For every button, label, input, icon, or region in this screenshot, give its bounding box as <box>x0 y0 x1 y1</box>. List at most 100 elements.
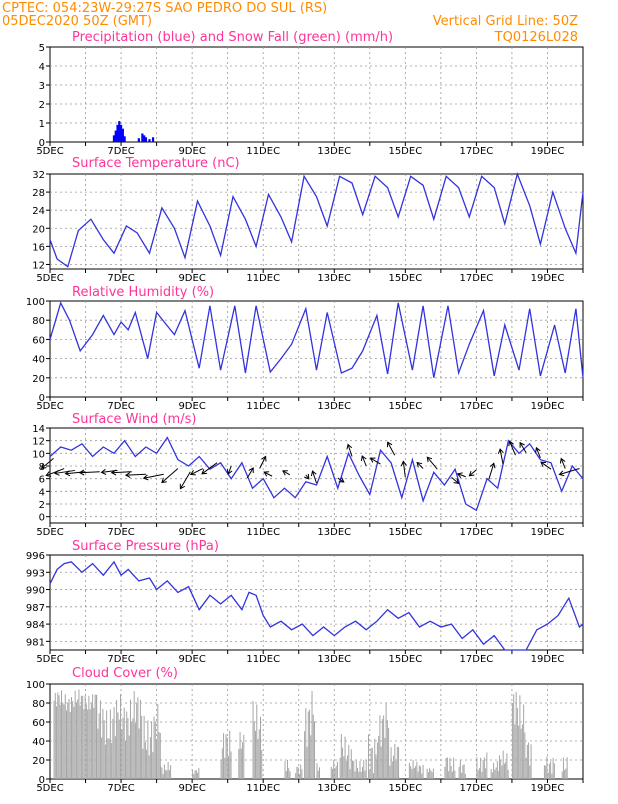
cloud-bar <box>454 770 456 779</box>
cloud-bar <box>75 702 77 779</box>
cloud-bar <box>381 719 383 779</box>
wind-vector <box>509 441 516 456</box>
cloud-bar <box>170 765 172 779</box>
wind-vector <box>361 455 367 467</box>
cloud-bar <box>482 760 484 779</box>
cloud-bar <box>230 751 232 779</box>
cloud-bar <box>477 770 479 779</box>
cloud-bar <box>490 768 492 779</box>
cloud-bar <box>143 715 145 779</box>
cloud-bar <box>526 744 528 779</box>
cloud-bar <box>464 773 466 779</box>
wind-vector-head <box>142 474 149 481</box>
cloud-bar <box>336 761 338 779</box>
cloud-bar <box>500 759 502 779</box>
wind-vector <box>125 473 146 476</box>
wind-vector-head <box>161 477 167 484</box>
cloud-bar <box>357 767 359 779</box>
cloud-bar <box>349 769 351 779</box>
wind-vector <box>519 442 527 453</box>
wind-vector-head <box>559 457 566 464</box>
cloud-bar <box>463 764 465 779</box>
cloud-bar <box>87 709 89 779</box>
cloud-bar <box>432 768 434 779</box>
cloud-bar <box>132 718 134 779</box>
precip-bar <box>137 138 140 142</box>
cloud-xtick-label: 9DEC <box>178 783 205 794</box>
cloud-bar <box>53 700 55 779</box>
cloud-bar <box>156 740 158 779</box>
cloud-bar <box>496 761 498 779</box>
wind-vector <box>79 471 100 474</box>
cloud-bar <box>451 771 453 779</box>
cloud-bar <box>151 721 153 779</box>
cloud-bar <box>195 770 197 779</box>
rh-ytick-label: 60 <box>32 335 45 346</box>
cloud-bar <box>160 766 162 779</box>
cloud-bar <box>494 769 496 779</box>
wind-vector-head <box>508 440 514 447</box>
cloud-bar <box>288 768 290 779</box>
cloud-bar <box>511 702 513 779</box>
cloud-xtick-label: 7DEC <box>107 783 134 794</box>
wind-vector <box>111 471 132 474</box>
rh-xtick-label: 9DEC <box>178 401 205 412</box>
cloud-bar <box>167 761 169 779</box>
pressure-xtick-label: 13DEC <box>317 654 351 665</box>
cloud-bar <box>459 759 461 779</box>
wind-ytick-label: 12 <box>32 437 45 448</box>
cloud-bar <box>525 757 527 779</box>
cloud-bar <box>109 709 111 779</box>
cloud-bar <box>56 706 58 779</box>
cloud-bar <box>88 695 90 779</box>
cloud-ytick-label: 80 <box>32 699 45 710</box>
wind-vector-head <box>261 455 267 462</box>
wind-vector <box>540 461 552 470</box>
pressure-xtick-label: 15DEC <box>388 654 422 665</box>
cloud-bar <box>524 732 526 779</box>
wind-vector-head <box>453 478 460 485</box>
cloud-bar <box>426 768 428 779</box>
wind-vector-head <box>53 469 60 476</box>
wind-vector <box>201 462 218 475</box>
cloud-bar <box>386 719 388 779</box>
wind-vector <box>41 458 54 469</box>
wind-vector <box>347 444 353 457</box>
cloud-bar <box>79 705 81 779</box>
rh-ytick-label: 20 <box>32 374 45 385</box>
cloud-bar <box>350 749 352 779</box>
cloud-bar <box>161 767 163 779</box>
cloud-bar <box>93 707 95 779</box>
cloud-bar <box>389 765 391 779</box>
cloud-bar <box>483 757 485 779</box>
cloud-bar <box>358 771 360 779</box>
temp-ytick-label: 28 <box>32 188 45 199</box>
cloud-bar <box>355 760 357 779</box>
wind-frame <box>49 427 584 524</box>
rh-xtick-label: 7DEC <box>107 401 134 412</box>
cloud-bar <box>242 742 244 779</box>
temp-xtick-label: 9DEC <box>178 273 205 284</box>
wind-vector-head <box>45 471 52 477</box>
cloud-bar <box>296 766 298 779</box>
cloud-bar <box>378 736 380 779</box>
cloud-bar <box>553 763 555 779</box>
cloud-bar <box>304 731 306 779</box>
wind-vector-head <box>519 441 525 448</box>
precip-bar <box>144 137 148 142</box>
cloud-bar <box>128 735 130 779</box>
wind-vector-head <box>489 462 496 469</box>
cloud-bar <box>493 762 495 779</box>
wind-vector <box>488 463 495 480</box>
wind-vector-head <box>416 461 423 468</box>
precip-bar <box>141 133 144 142</box>
precip-ytick-label: 5 <box>39 43 45 54</box>
wind-vector-head <box>304 473 310 480</box>
cloud-bar <box>546 756 548 779</box>
precip-bar <box>116 124 119 142</box>
cloud-bar <box>368 734 370 779</box>
cloud-bar <box>317 770 319 779</box>
cloud-bar <box>416 761 418 779</box>
cloud-bar <box>462 765 464 779</box>
cloud-ytick-label: 100 <box>26 680 45 691</box>
